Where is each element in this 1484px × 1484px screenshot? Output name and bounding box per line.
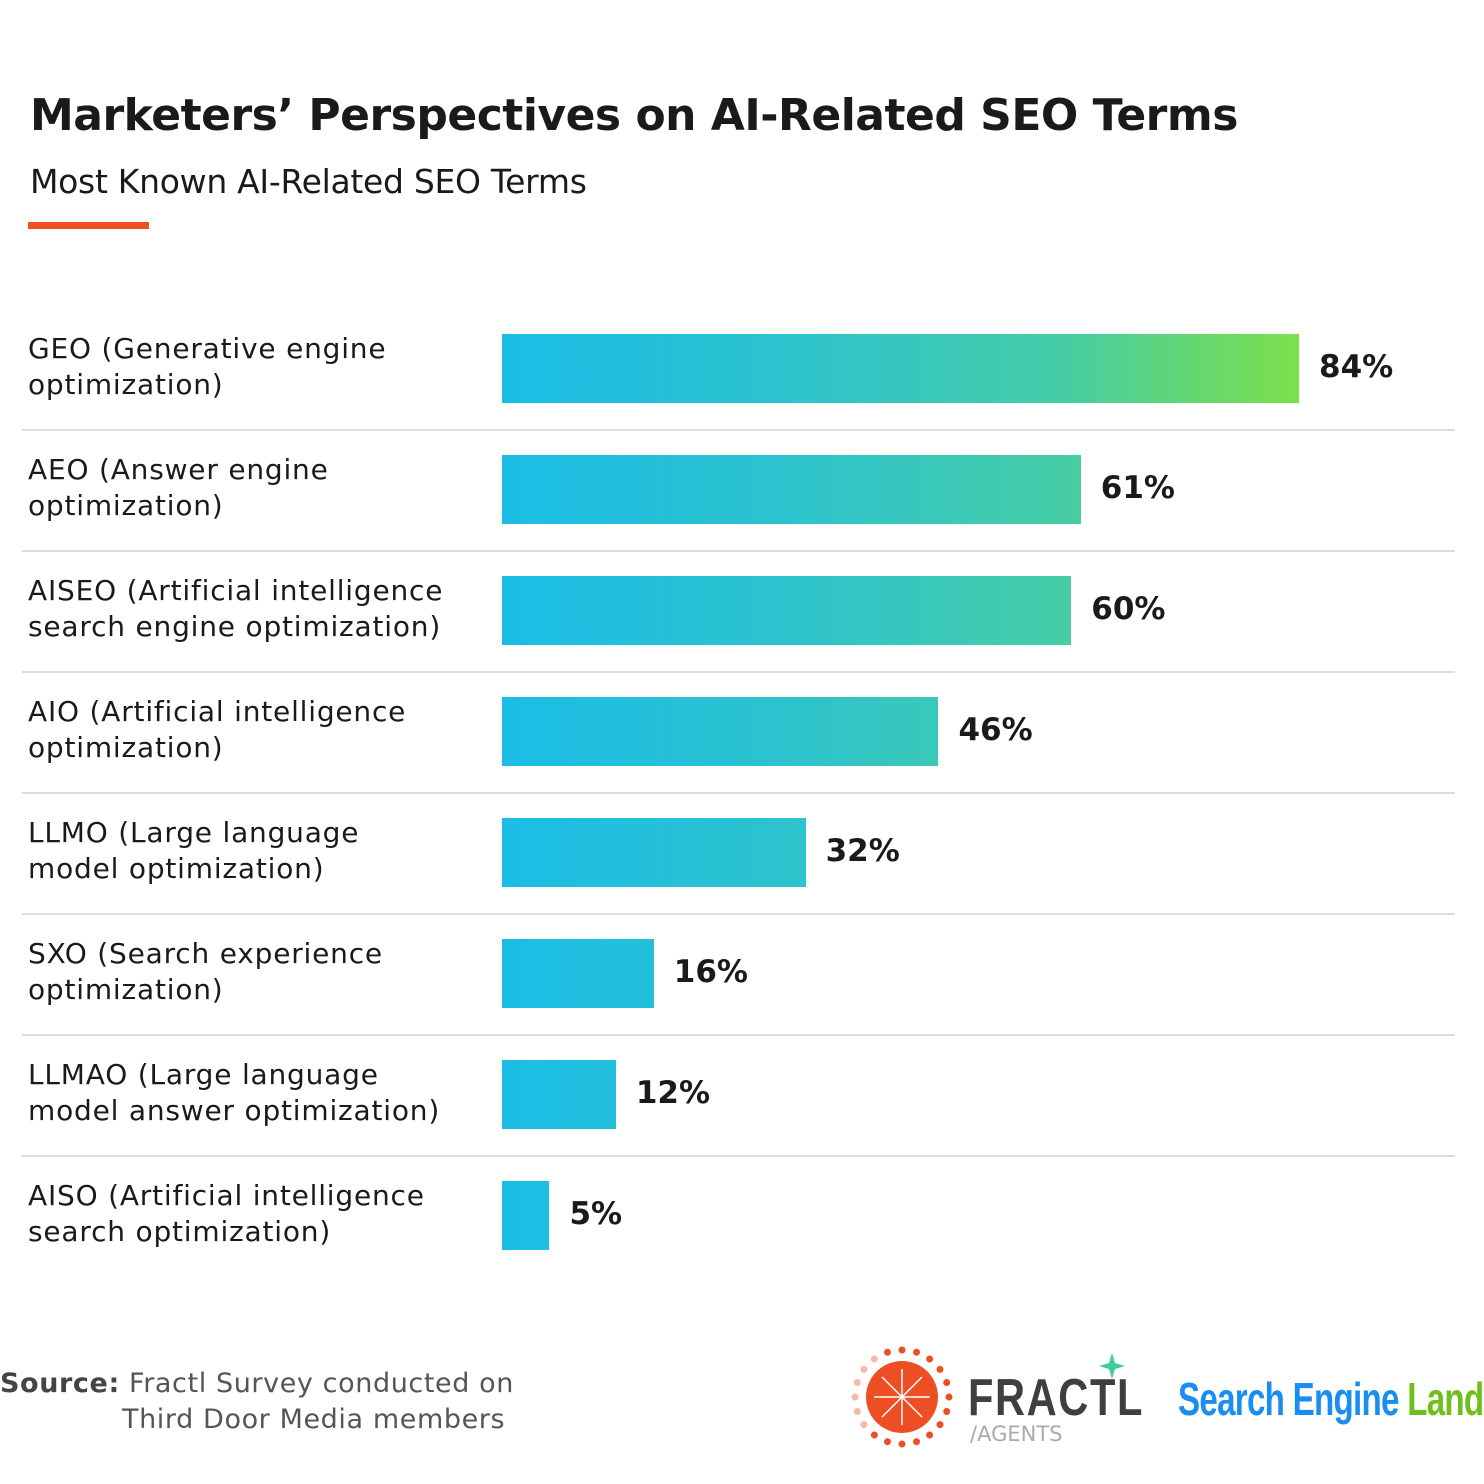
data-label: 61% [1100, 470, 1175, 506]
bar [502, 818, 806, 887]
source-line-2: Third Door Media members [122, 1404, 506, 1435]
category-label-line: optimization) [28, 731, 224, 764]
source-line-1: Fractl Survey conducted on [129, 1368, 514, 1399]
row-divider [22, 792, 1455, 794]
fractl-subtitle: /AGENTS [970, 1422, 1063, 1446]
category-label-line: optimization) [28, 973, 224, 1006]
row-divider [22, 550, 1455, 552]
category-label-line: AISEO (Artificial intelligence [28, 574, 444, 607]
row-divider [22, 1034, 1455, 1036]
category-label-line: optimization) [28, 368, 224, 401]
bar [502, 1181, 550, 1250]
sel-logo-part-1: Search Engine [1178, 1373, 1399, 1425]
fractl-wordmark: FRACTL [968, 1369, 1144, 1427]
category-label-line: LLMO (Large language [28, 816, 360, 849]
category-label-line: LLMAO (Large language [28, 1058, 379, 1091]
data-label: 32% [825, 833, 900, 869]
page-title: Marketers’ Perspectives on AI-Related SE… [30, 90, 1238, 141]
row-divider [22, 671, 1455, 673]
category-label: LLMO (Large language model optimization) [28, 815, 488, 887]
chart-subtitle: Most Known AI-Related SEO Terms [30, 162, 587, 201]
search-engine-land-logo: Search Engine Land [1178, 1372, 1484, 1426]
category-label-line: AIO (Artificial intelligence [28, 695, 407, 728]
category-label: AIO (Artificial intelligence optimization… [28, 694, 488, 766]
bar [502, 697, 939, 766]
category-label-line: search engine optimization) [28, 610, 442, 643]
category-label-line: SXO (Search experience [28, 937, 383, 970]
category-label: AISO (Artificial intelligence search opti… [28, 1178, 488, 1250]
category-label: AISEO (Artificial intelligence search eng… [28, 573, 488, 645]
category-label-line: optimization) [28, 489, 224, 522]
row-divider [22, 1155, 1455, 1157]
category-label-line: model optimization) [28, 852, 325, 885]
category-label: GEO (Generative engine optimization) [28, 331, 488, 403]
data-label: 16% [673, 954, 748, 990]
data-label: 5% [569, 1196, 623, 1232]
row-divider [22, 429, 1455, 431]
bar [502, 576, 1072, 645]
category-label: AEO (Answer engine optimization) [28, 452, 488, 524]
category-label: SXO (Search experience optimization) [28, 936, 488, 1008]
row-divider [22, 913, 1455, 915]
bar [502, 1060, 616, 1129]
source-note: Source: Fractl Survey conducted on [0, 1366, 514, 1402]
sel-logo-part-2: Land [1407, 1373, 1484, 1425]
data-label: 46% [958, 712, 1033, 748]
category-label-line: model answer optimization) [28, 1094, 441, 1127]
category-label-line: GEO (Generative engine [28, 332, 387, 365]
bar [502, 455, 1081, 524]
data-label: 60% [1091, 591, 1166, 627]
data-label: 84% [1319, 349, 1394, 385]
bar [502, 939, 654, 1008]
fractl-logo-icon [851, 1346, 1125, 1448]
category-label-line: search optimization) [28, 1215, 332, 1248]
source-label: Source: [0, 1368, 120, 1399]
data-label: 12% [635, 1075, 711, 1111]
category-label-line: AEO (Answer engine [28, 453, 329, 486]
category-label-line: AISO (Artificial intelligence [28, 1179, 425, 1212]
bar [502, 334, 1299, 403]
accent-underline [28, 222, 149, 229]
category-label: LLMAO (Large language model answer optimi… [28, 1057, 488, 1129]
